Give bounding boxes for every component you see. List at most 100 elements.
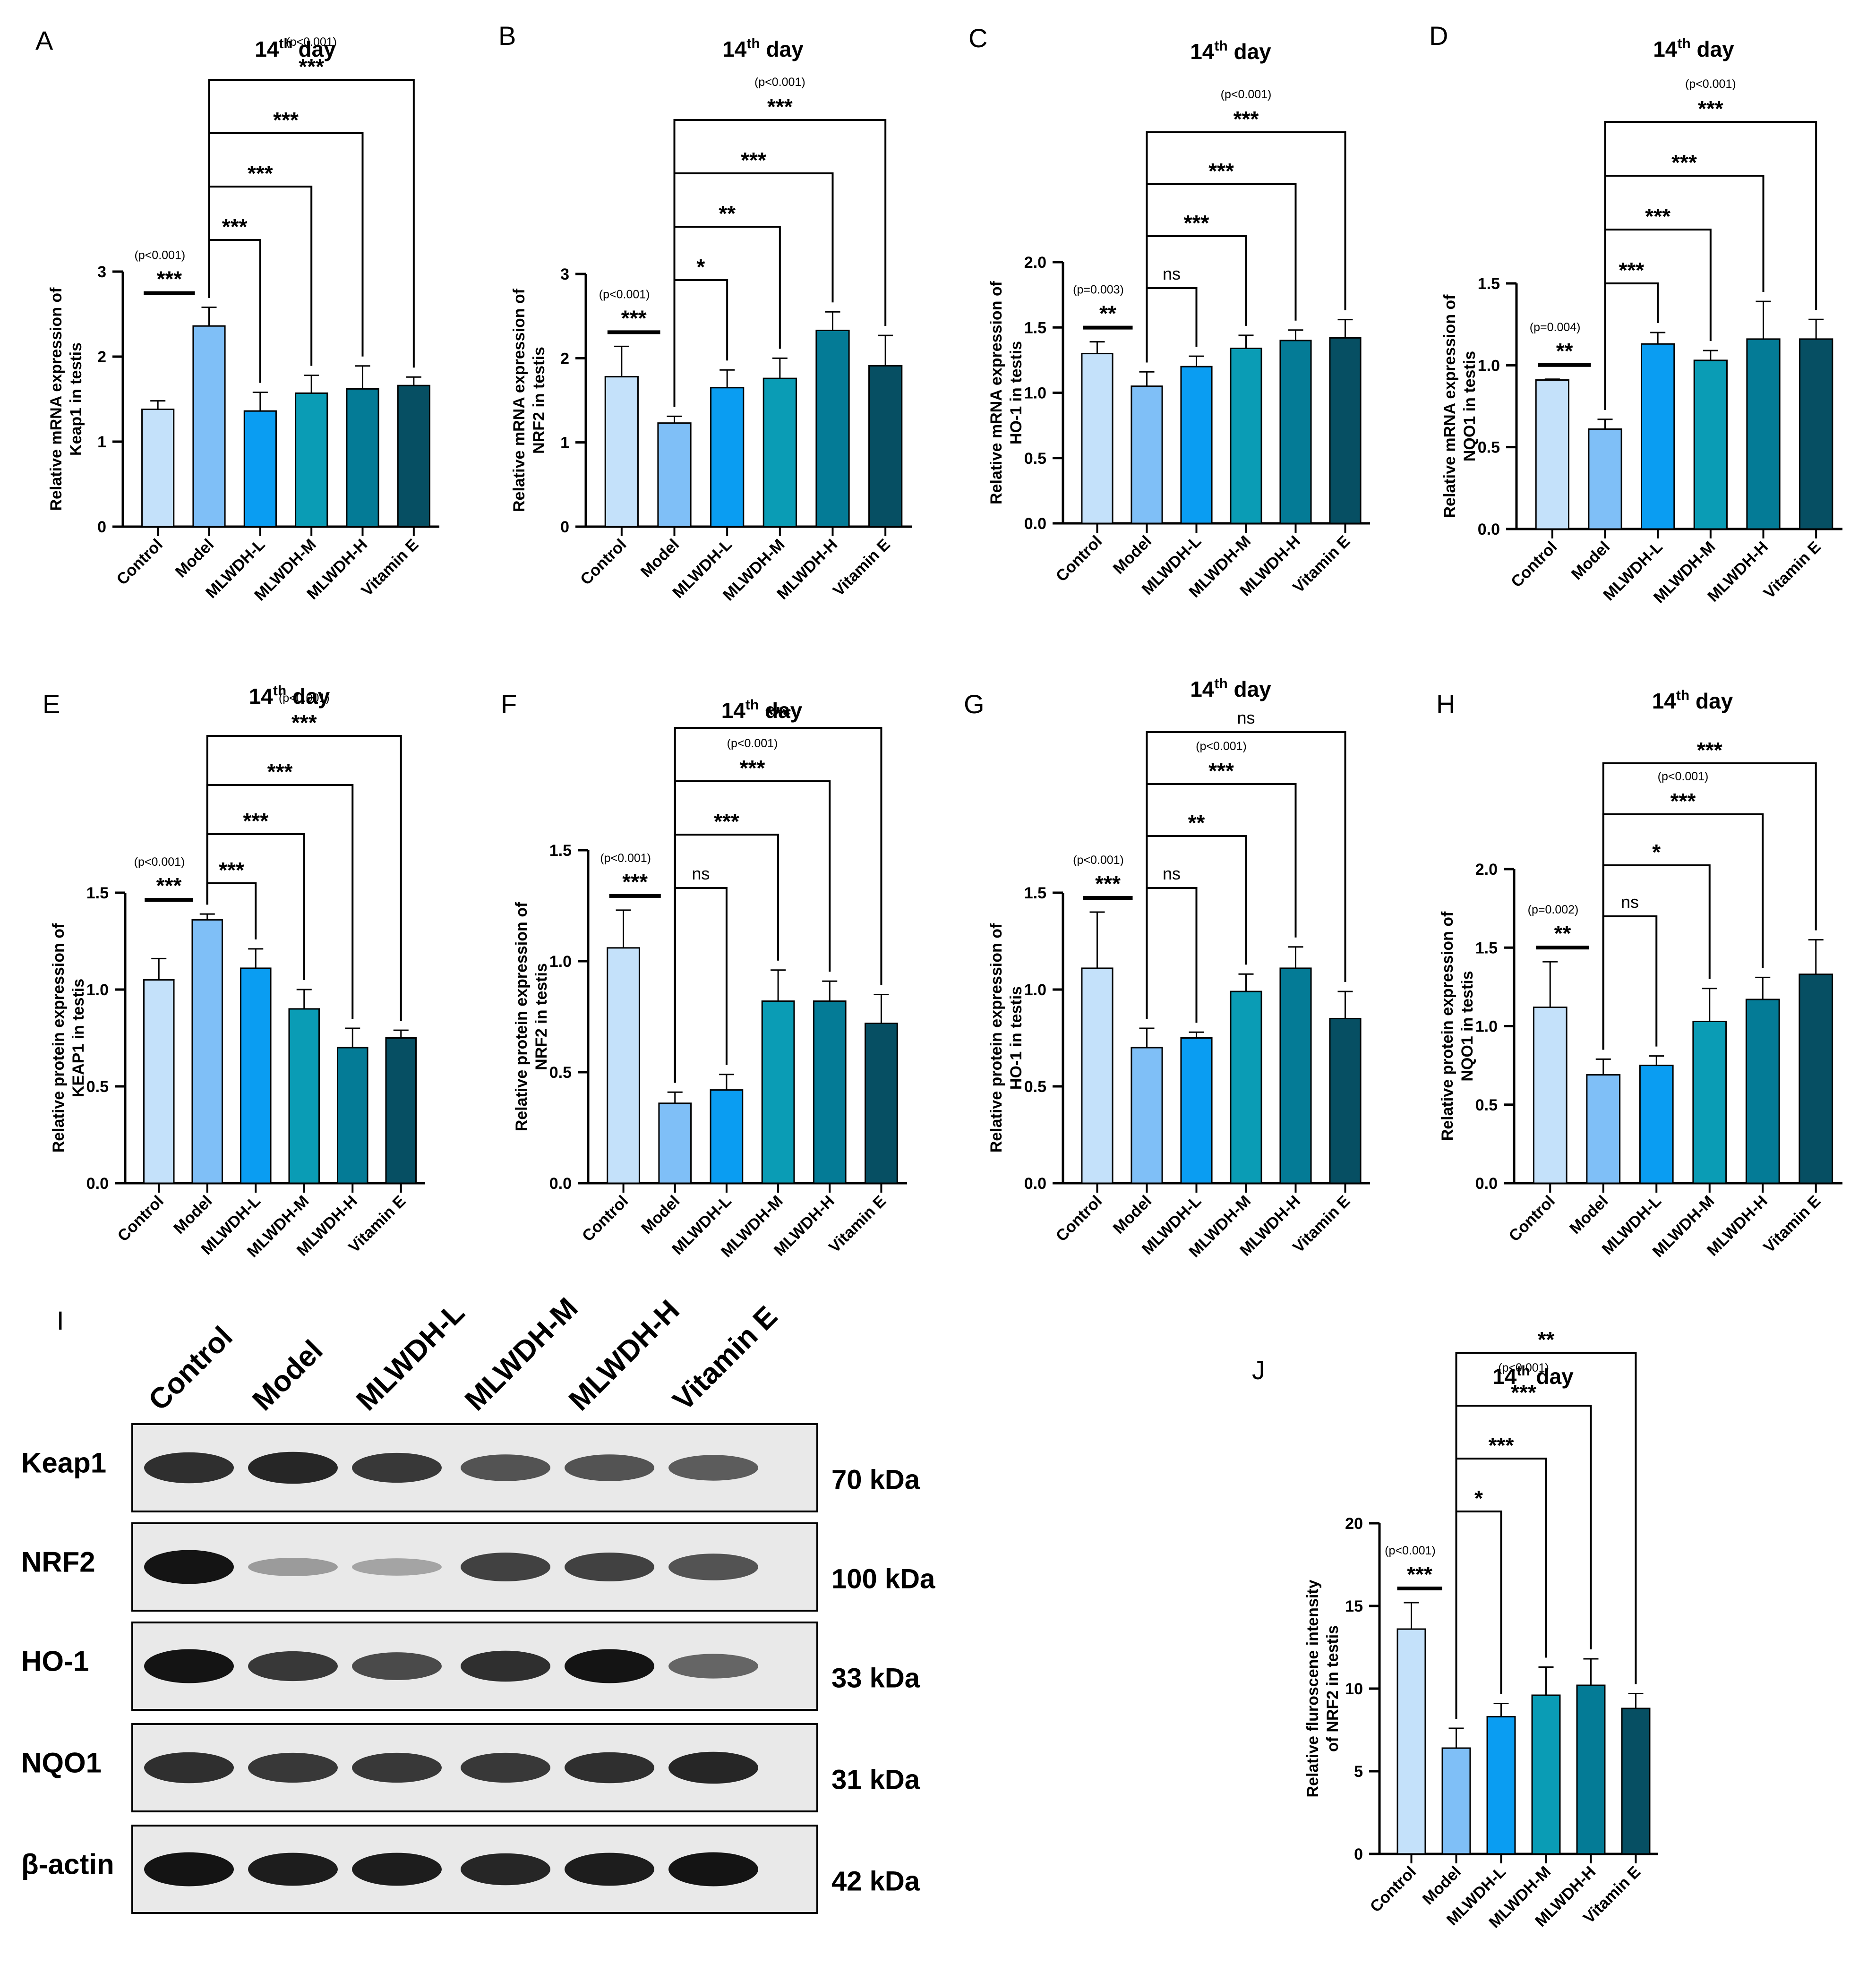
x-tick-label: Model — [170, 1192, 215, 1238]
panel-i-western-blot: I Control Model MLWDH-LMLWDH-MMLWDH-HVitami… — [21, 1291, 935, 1914]
blot-row--actin: β-actin 42 kDa — [21, 1825, 920, 1914]
significance-label: ** — [1554, 921, 1571, 946]
title-rest: day — [760, 37, 804, 61]
title-superscript: th — [273, 683, 286, 699]
title-number: 14 — [1653, 37, 1678, 61]
blot-band — [668, 1852, 758, 1887]
significance-label: *** — [767, 94, 793, 119]
significance-bracket — [1146, 783, 1297, 1019]
significance-label: *** — [299, 54, 324, 79]
title-superscript: th — [1214, 676, 1227, 691]
panel-j: J 14th day 0 5 10 15 20 Relative fluroscene int… — [1252, 1327, 1658, 1931]
y-tick-label: 1.0 — [1024, 384, 1046, 402]
y-tick-label: 0.0 — [549, 1175, 572, 1193]
blot-row-nrf2: NRF2 100 kDa — [21, 1522, 935, 1612]
bar-mlwdh-l — [1486, 1716, 1516, 1855]
blot-band — [565, 1852, 654, 1886]
significance-bracket — [1455, 1511, 1502, 1719]
bar-mlwdh-l — [710, 1089, 744, 1184]
panel-title: 14th day — [1652, 688, 1733, 713]
title-superscript: th — [746, 36, 760, 51]
p-value-label: (p<0.001) — [134, 855, 185, 869]
bar-mlwdh-l — [1180, 366, 1213, 524]
blot-band — [461, 1553, 550, 1581]
bar-vitamin-e — [397, 384, 430, 528]
panel-title: 14th day — [1190, 676, 1271, 701]
x-tick-label: Control — [577, 536, 630, 589]
significance-label: *** — [741, 148, 766, 172]
significance-label: *** — [1095, 871, 1121, 896]
blot-band — [352, 1558, 442, 1576]
bar-control — [143, 979, 175, 1184]
x-tick-label: Control — [1053, 532, 1105, 585]
y-tick-label: 1.5 — [1024, 884, 1046, 902]
blot-band — [248, 1852, 338, 1886]
p-value-label: (p=0.004) — [1530, 321, 1581, 334]
panel-letter: E — [43, 689, 60, 719]
significance-label: *** — [714, 809, 739, 834]
y-tick-label: 0.5 — [1475, 1096, 1498, 1114]
y-axis-label: Relative fluroscene intensity of NRF2 in … — [1304, 1579, 1342, 1797]
x-tick-label: Control — [1053, 1192, 1105, 1245]
panel-letter: J — [1252, 1355, 1265, 1385]
y-tick-label: 1.0 — [86, 981, 109, 999]
blot-band — [352, 1652, 442, 1680]
bar-mlwdh-h — [1279, 340, 1312, 524]
y-tick-label: 0.0 — [86, 1175, 109, 1193]
significance-label: *** — [248, 161, 273, 186]
title-number: 14 — [255, 37, 279, 61]
significance-label: *** — [291, 710, 317, 735]
bar-mlwdh-m — [1230, 347, 1262, 524]
x-tick-label: Vitamin E — [830, 536, 894, 600]
y-axis-label-line: Relative protein expression of — [1439, 911, 1456, 1141]
bar-vitamin-e — [385, 1037, 417, 1184]
title-number: 14 — [721, 698, 746, 723]
y-axis-label-line: Keap1 in testis — [67, 342, 85, 456]
blot-lane-label: MLWDH-L — [350, 1296, 471, 1417]
y-tick-label: 2 — [97, 348, 106, 366]
y-tick-label: 2 — [560, 350, 569, 367]
significance-label: *** — [1407, 1562, 1432, 1587]
significance-label: ** — [1188, 811, 1205, 835]
blot-lane-label: MLWDH-M — [459, 1291, 584, 1417]
significance-label: *** — [621, 306, 647, 330]
significance-bracket — [206, 735, 402, 1021]
significance-bracket — [673, 172, 834, 407]
panel-title: 14th day — [1653, 36, 1734, 61]
y-axis-label-line: Relative protein expression of — [513, 902, 531, 1131]
blot-kda-label: 31 kDa — [831, 1765, 920, 1795]
bar-mlwdh-m — [295, 392, 328, 528]
significance-label: *** — [1489, 1433, 1514, 1458]
blot-band — [144, 1649, 234, 1683]
bar-mlwdh-m — [761, 1000, 795, 1184]
significance-label: *** — [273, 108, 299, 132]
significance-bracket — [1146, 131, 1346, 363]
blot-band — [461, 1853, 550, 1886]
significance-bracket — [206, 784, 354, 1019]
y-tick-label: 10 — [1345, 1680, 1363, 1698]
bar-vitamin-e — [1329, 337, 1362, 524]
blot-band — [461, 1650, 550, 1682]
p-value-label: (p<0.001) — [134, 249, 185, 262]
blot-band — [461, 1752, 550, 1783]
significance-bracket — [674, 727, 882, 1083]
title-superscript: th — [1676, 688, 1689, 703]
significance-label: *** — [1208, 159, 1234, 183]
x-tick-label: Model — [637, 536, 683, 581]
significance-bracket — [674, 887, 728, 1083]
bar-vitamin-e — [1799, 338, 1833, 530]
y-tick-label: 0.0 — [1475, 1175, 1498, 1193]
significance-label: *** — [222, 214, 248, 239]
blot-band — [565, 1454, 654, 1481]
title-superscript: th — [1677, 36, 1690, 51]
significance-bracket — [1604, 121, 1817, 410]
bar-model — [1588, 428, 1622, 530]
blot-lane-label: Model — [246, 1334, 329, 1417]
p-value-label: (p<0.001) — [599, 288, 650, 301]
y-tick-label: 3 — [97, 263, 106, 281]
y-axis-label: Relative protein expression of KEAP1 in t… — [50, 923, 87, 1152]
blot-band — [144, 1752, 234, 1784]
significance-label: *** — [219, 858, 244, 882]
panel-letter: H — [1436, 689, 1455, 719]
bar-model — [657, 422, 692, 528]
